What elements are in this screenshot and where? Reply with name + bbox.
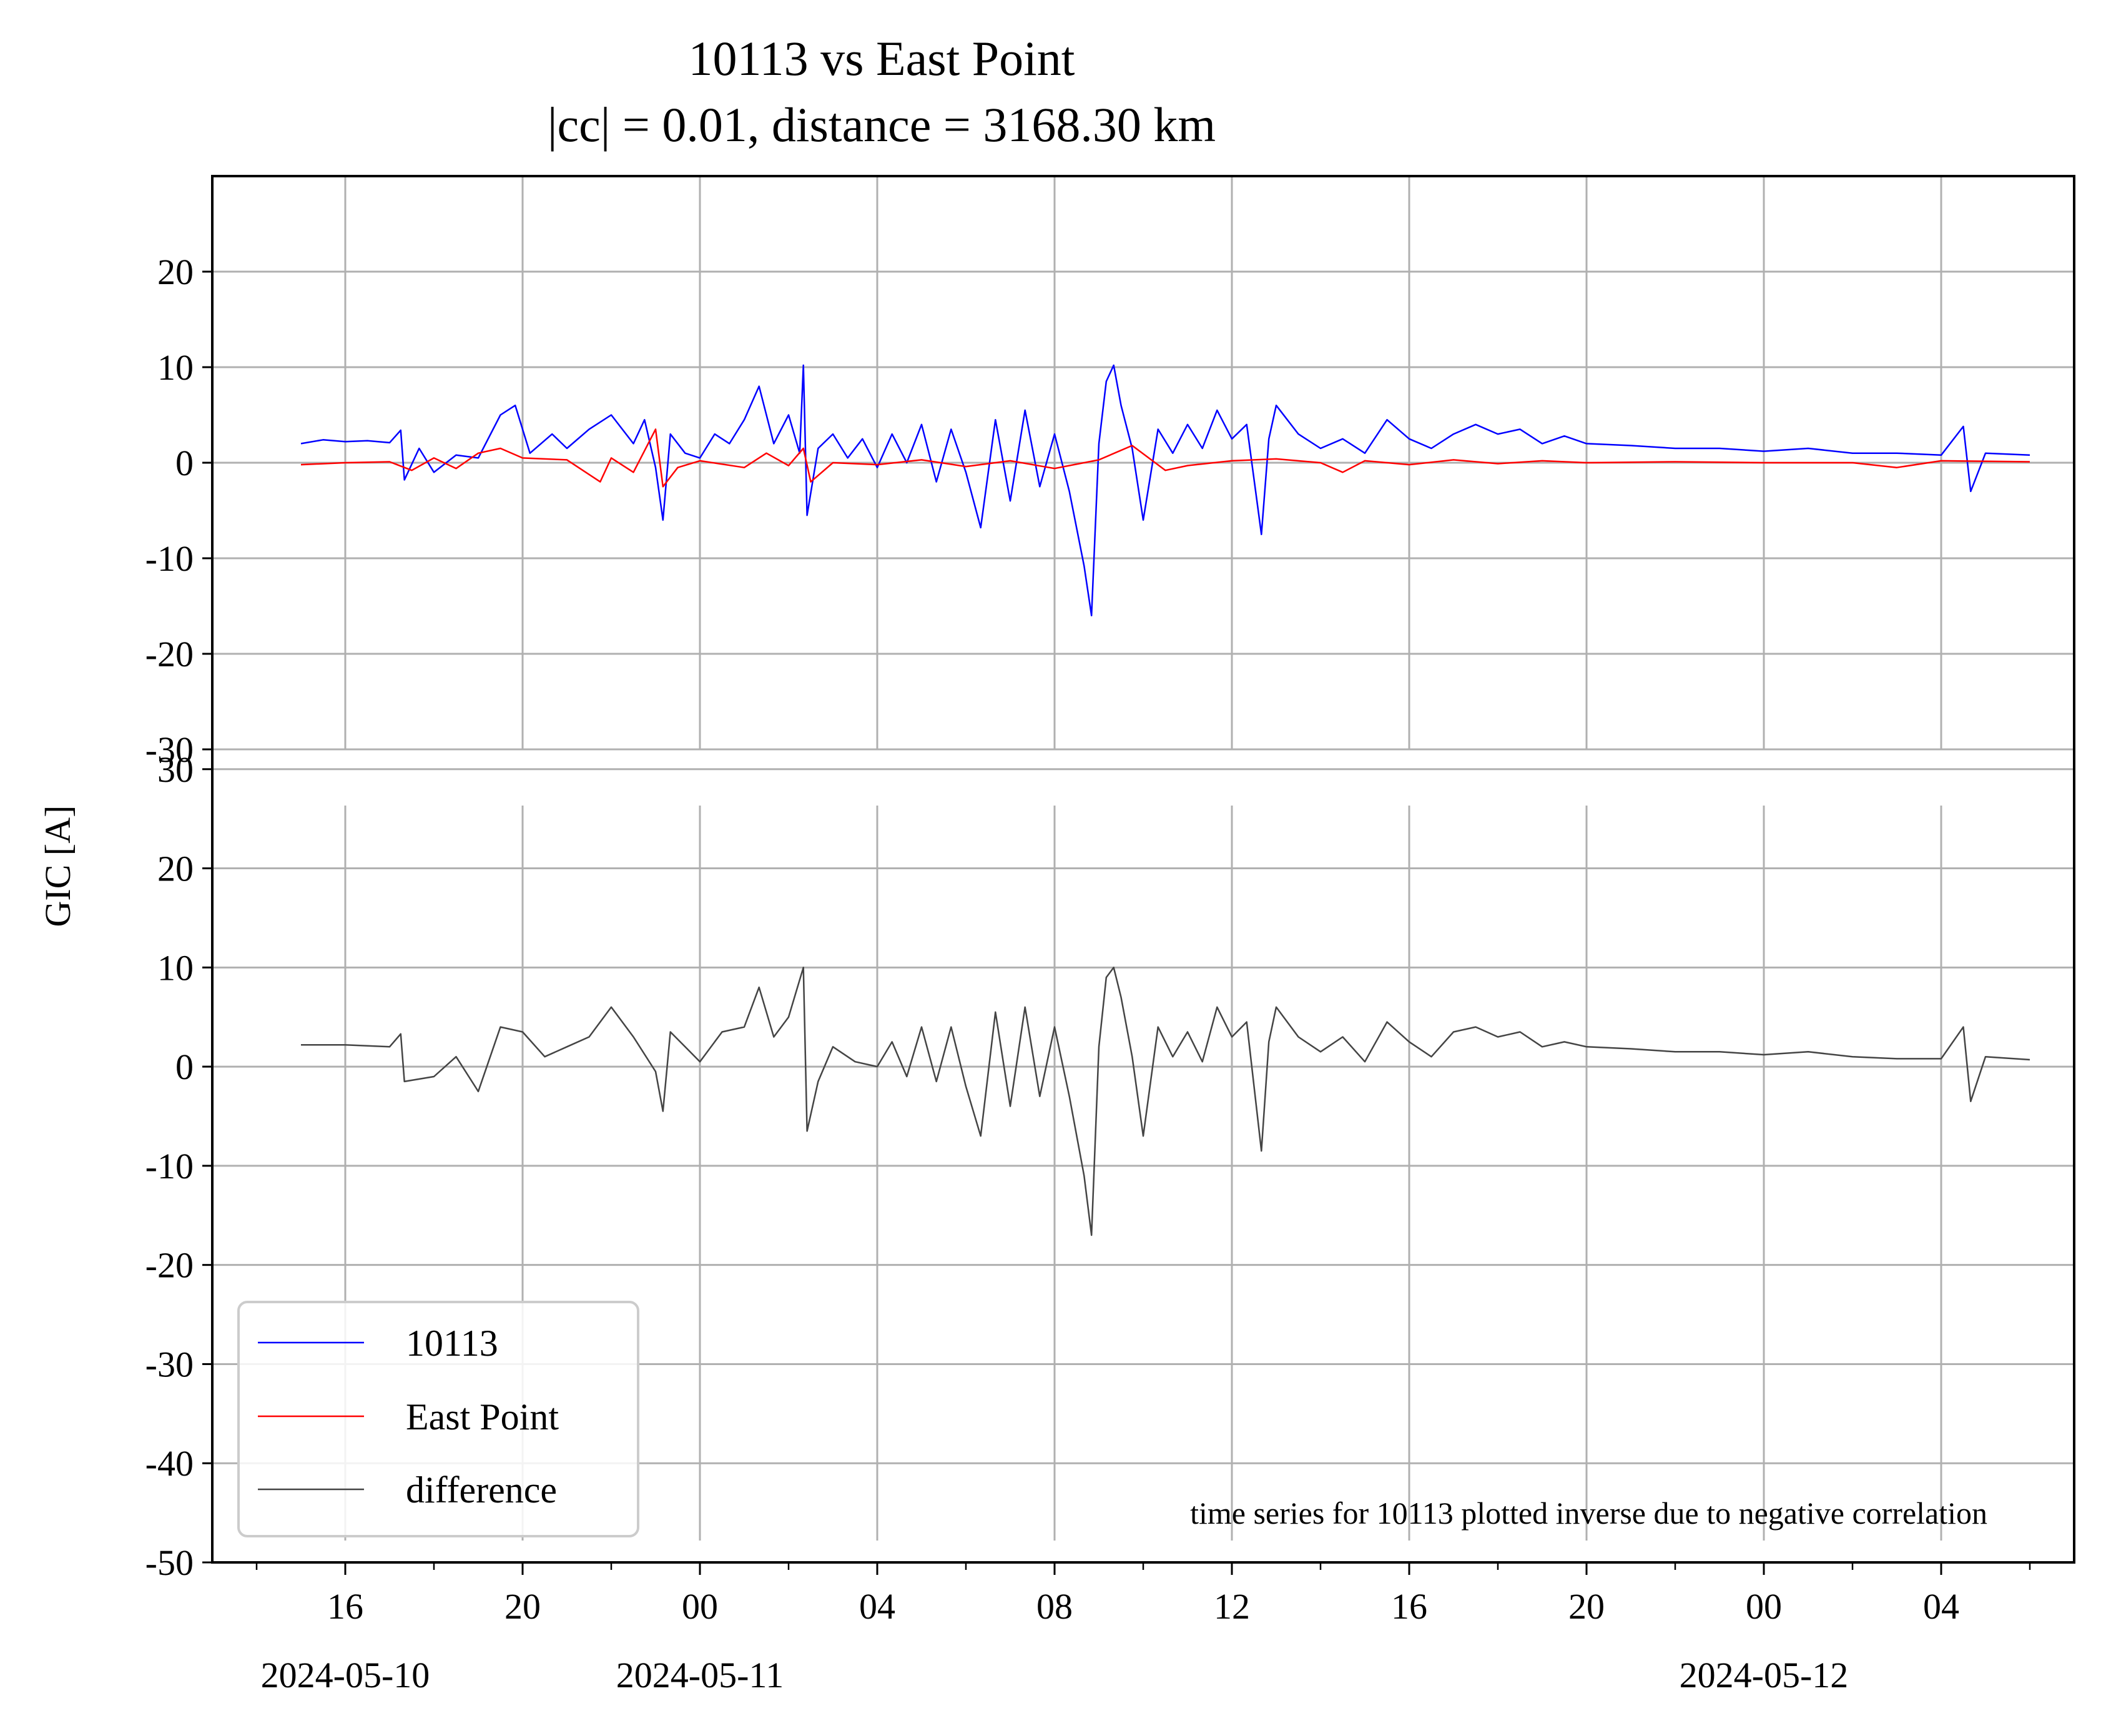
xtick-label-1: 20 xyxy=(504,1586,541,1627)
top-grid xyxy=(212,176,2074,751)
series-line-10113 xyxy=(300,364,2030,617)
xtick-date-8: 2024-05-12 xyxy=(1680,1655,1849,1695)
xtick-label-3: 04 xyxy=(859,1586,895,1627)
bottom-ytick-label-0: -50 xyxy=(145,1542,194,1583)
top-ytick-label-4: 10 xyxy=(157,347,194,388)
inverse-note: time series for 10113 plotted inverse du… xyxy=(1190,1496,1987,1531)
chart-subtitle: |cc| = 0.01, distance = 3168.30 km xyxy=(548,97,1216,152)
xtick-label-8: 00 xyxy=(1746,1586,1782,1627)
top-ytick-label-3: 0 xyxy=(175,443,194,483)
bottom-ytick-label-8: 30 xyxy=(157,749,194,790)
xtick-label-5: 12 xyxy=(1214,1586,1250,1627)
bottom-ytick-label-7: 20 xyxy=(157,849,194,889)
top-ytick-label-5: 20 xyxy=(157,252,194,292)
top-series xyxy=(300,364,2030,617)
top-ytick-label-2: -10 xyxy=(145,538,194,579)
bottom-ytick-label-4: -10 xyxy=(145,1146,194,1186)
bottom-ytick-label-6: 10 xyxy=(157,947,194,988)
xtick-label-2: 00 xyxy=(682,1586,718,1627)
legend-box xyxy=(237,1301,639,1537)
bottom-y-ticks: -50 -40 -30 -20 -10 0 10 20 30 xyxy=(145,749,212,1583)
top-ytick-label-1: -20 xyxy=(145,634,194,674)
bottom-ytick-label-5: 0 xyxy=(175,1047,194,1087)
legend-label-difference: difference xyxy=(406,1469,557,1511)
chart-title: 10113 vs East Point xyxy=(689,31,1075,86)
xtick-label-7: 20 xyxy=(1568,1586,1605,1627)
series-line-difference xyxy=(301,967,2030,1236)
bottom-ytick-label-2: -30 xyxy=(145,1344,194,1384)
xtick-label-6: 16 xyxy=(1391,1586,1427,1627)
legend-label-east-point: East Point xyxy=(406,1396,559,1438)
xtick-date-2: 2024-05-11 xyxy=(616,1655,784,1695)
x-axis-ticks: 16 2024-05-10 20 00 2024-05-11 04 08 12 16 20 00 20… xyxy=(255,1562,2031,1695)
xtick-date-0: 2024-05-10 xyxy=(261,1655,430,1695)
top-ytick-label-0: -30 xyxy=(145,729,194,770)
bottom-series xyxy=(301,967,2030,1236)
xtick-label-9: 04 xyxy=(1923,1586,1959,1627)
top-y-ticks: -30 -20 -10 0 10 20 xyxy=(145,252,212,770)
xtick-label-4: 08 xyxy=(1036,1586,1073,1627)
top-panel: -30 -20 -10 0 10 20 xyxy=(145,176,2074,770)
legend: 10113 East Point difference xyxy=(237,1301,639,1537)
xtick-label-0: 16 xyxy=(327,1586,363,1627)
legend-label-10113: 10113 xyxy=(406,1323,498,1364)
bottom-ytick-label-3: -20 xyxy=(145,1245,194,1286)
y-axis-label: GIC [A] xyxy=(37,806,78,927)
bottom-ytick-label-1: -40 xyxy=(145,1443,194,1484)
series-line-east-point xyxy=(300,428,2030,488)
plot-frame xyxy=(211,175,2075,1564)
